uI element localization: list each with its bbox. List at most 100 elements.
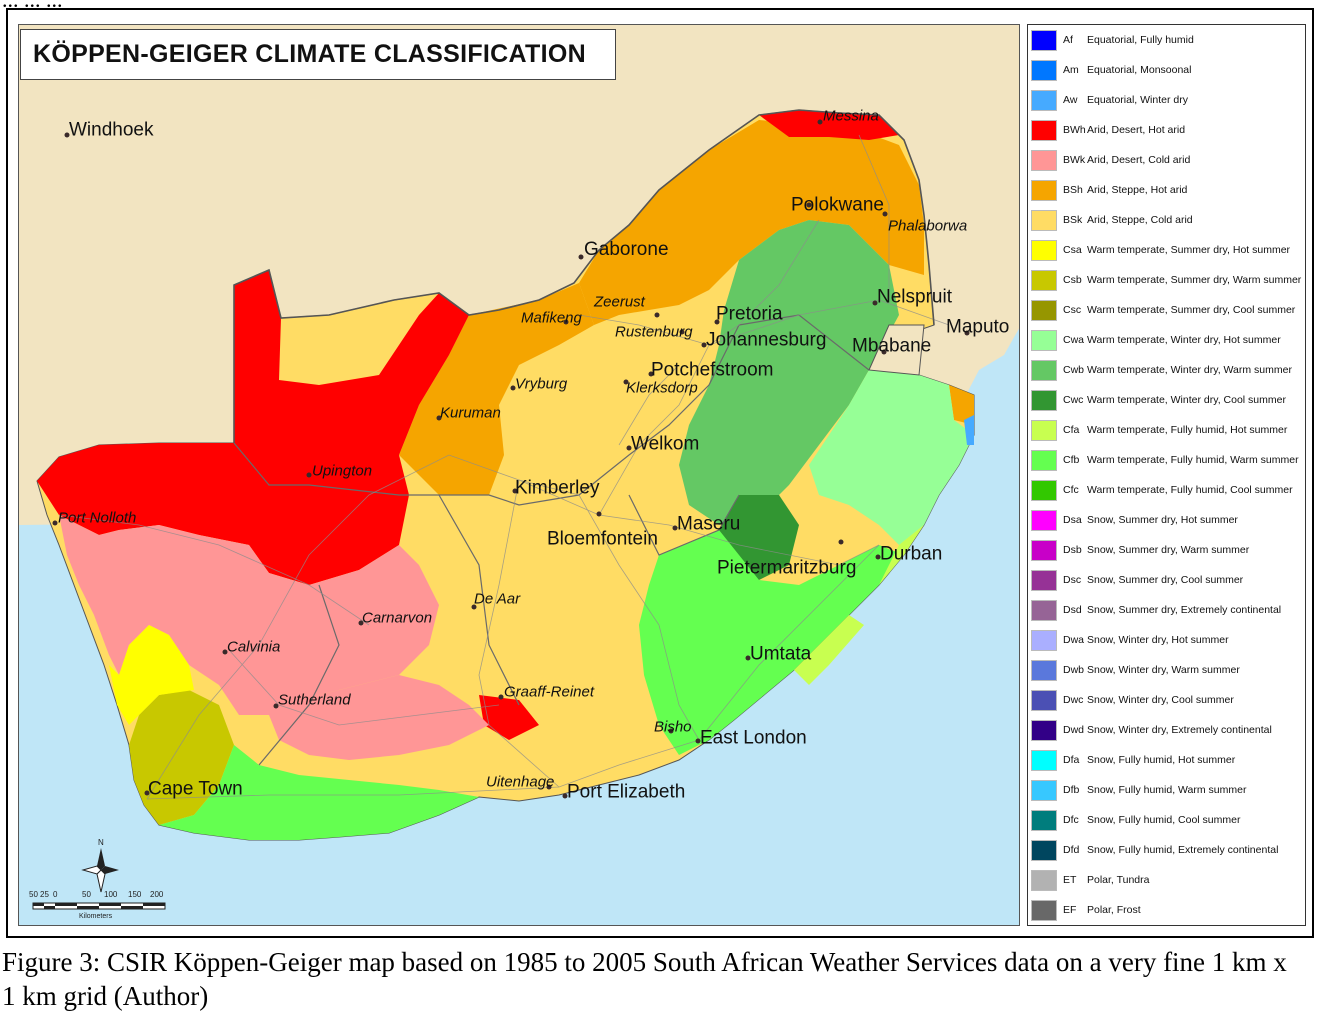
city-label-calvinia: Calvinia — [227, 639, 280, 656]
scale-tick-label: 150 — [128, 890, 142, 899]
legend-description: Warm temperate, Summer dry, Hot summer — [1087, 244, 1291, 256]
city-label-klerksdorp: Klerksdorp — [626, 380, 698, 397]
legend-item-bsk: BSk Arid, Steppe, Cold arid — [1031, 209, 1303, 231]
city-label-carnarvon: Carnarvon — [362, 610, 432, 627]
city-label-durban: Durban — [880, 543, 942, 564]
national-border — [233, 109, 935, 443]
legend: Af Equatorial, Fully humid Am Equatorial, M… — [1027, 24, 1306, 926]
scale-tick-label: 50 — [82, 890, 91, 899]
region-cwb — [679, 220, 899, 525]
legend-item-am: Am Equatorial, Monsoonal — [1031, 59, 1303, 81]
legend-item-dsd: Dsd Snow, Summer dry, Extremely continent… — [1031, 599, 1303, 621]
city-label-sutherland: Sutherland — [278, 692, 351, 709]
legend-swatch — [1031, 899, 1057, 921]
region-bsh-east — [949, 385, 974, 425]
legend-code: Cfa — [1063, 424, 1080, 436]
legend-code: Cwc — [1063, 394, 1084, 406]
region-cfb-south-coast — [159, 745, 479, 840]
legend-item-cwb: Cwb Warm temperate, Winter dry, Warm summ… — [1031, 359, 1303, 381]
city-label-mbabane: Mbabane — [852, 335, 931, 356]
legend-swatch — [1031, 209, 1057, 231]
city-label-potchefstroom: Potchefstroom — [651, 359, 774, 380]
legend-description: Snow, Summer dry, Extremely continental — [1087, 604, 1282, 616]
legend-code: Csa — [1063, 244, 1082, 256]
scale-bar: 50 25 0 50 100 150 200 Kilometers — [29, 890, 166, 920]
legend-description: Equatorial, Monsoonal — [1087, 64, 1192, 76]
legend-description: Warm temperate, Fully humid, Warm summer — [1087, 454, 1299, 466]
legend-description: Snow, Winter dry, Cool summer — [1087, 694, 1234, 706]
legend-description: Snow, Summer dry, Hot summer — [1087, 514, 1238, 526]
city-label-rustenburg: Rustenburg — [615, 324, 693, 341]
city-label-upington: Upington — [312, 463, 372, 480]
legend-item-cwc: Cwc Warm temperate, Winter dry, Cool summ… — [1031, 389, 1303, 411]
city-label-mafikeng: Mafikeng — [521, 310, 583, 327]
legend-swatch — [1031, 779, 1057, 801]
legend-swatch — [1031, 659, 1057, 681]
legend-swatch — [1031, 449, 1057, 471]
legend-swatch — [1031, 389, 1057, 411]
legend-swatch — [1031, 719, 1057, 741]
legend-item-dfb: Dfb Snow, Fully humid, Warm summer — [1031, 779, 1303, 801]
legend-code: Cwb — [1063, 364, 1085, 376]
legend-item-csc: Csc Warm temperate, Summer dry, Cool summ… — [1031, 299, 1303, 321]
legend-swatch — [1031, 329, 1057, 351]
legend-code: Csc — [1063, 304, 1082, 316]
legend-description: Arid, Desert, Hot arid — [1087, 124, 1186, 136]
legend-swatch — [1031, 239, 1057, 261]
region-bwk-karoo — [269, 675, 489, 760]
climate-map: Windhoek Messina Polokwane Phalaborwa Gaboro… — [18, 24, 1020, 926]
legend-swatch — [1031, 419, 1057, 441]
legend-code: Dwb — [1063, 664, 1085, 676]
legend-item-cfc: Cfc Warm temperate, Fully humid, Cool sum… — [1031, 479, 1303, 501]
legend-code: BSk — [1063, 214, 1083, 226]
legend-swatch — [1031, 869, 1057, 891]
legend-swatch — [1031, 479, 1057, 501]
legend-code: Dsc — [1063, 574, 1082, 586]
city-label-kuruman: Kuruman — [440, 405, 501, 422]
legend-item-csb: Csb Warm temperate, Summer dry, Warm summ… — [1031, 269, 1303, 291]
legend-description: Polar, Frost — [1087, 904, 1141, 916]
city-label-graaff-reinet: Graaff-Reinet — [504, 684, 595, 701]
legend-description: Warm temperate, Winter dry, Warm summer — [1087, 364, 1292, 376]
city-label-gaborone: Gaborone — [584, 239, 669, 260]
legend-code: BSh — [1063, 184, 1083, 196]
legend-item-et: ET Polar, Tundra — [1031, 869, 1303, 891]
legend-swatch — [1031, 839, 1057, 861]
legend-description: Equatorial, Fully humid — [1087, 34, 1194, 46]
legend-description: Snow, Summer dry, Warm summer — [1087, 544, 1250, 556]
legend-item-aw: Aw Equatorial, Winter dry — [1031, 89, 1303, 111]
legend-item-bwk: BWk Arid, Desert, Cold arid — [1031, 149, 1303, 171]
legend-item-af: Af Equatorial, Fully humid — [1031, 29, 1303, 51]
region-bsh-west — [399, 283, 594, 495]
legend-swatch — [1031, 149, 1057, 171]
legend-swatch — [1031, 629, 1057, 651]
legend-code: Dwd — [1063, 724, 1085, 736]
legend-description: Snow, Winter dry, Hot summer — [1087, 634, 1229, 646]
legend-description: Warm temperate, Fully humid, Hot summer — [1087, 424, 1288, 436]
legend-code: Cfc — [1063, 484, 1079, 496]
legend-description: Arid, Steppe, Cold arid — [1087, 214, 1193, 226]
legend-swatch — [1031, 569, 1057, 591]
legend-description: Warm temperate, Fully humid, Cool summer — [1087, 484, 1293, 496]
legend-description: Snow, Fully humid, Extremely continental — [1087, 844, 1279, 856]
legend-code: EF — [1063, 904, 1077, 916]
region-bsh-north — [579, 120, 924, 325]
legend-code: Dsb — [1063, 544, 1082, 556]
legend-swatch — [1031, 809, 1057, 831]
legend-swatch — [1031, 179, 1057, 201]
region-bwh — [37, 270, 469, 585]
scale-tick-label: 200 — [150, 890, 164, 899]
legend-code: Dwc — [1063, 694, 1084, 706]
city-label-windhoek: Windhoek — [69, 120, 154, 141]
previous-line-text-fragment: ... ... ... — [0, 0, 1322, 8]
legend-swatch — [1031, 689, 1057, 711]
city-label-bisho: Bisho — [654, 719, 692, 736]
legend-item-dfa: Dfa Snow, Fully humid, Hot summer — [1031, 749, 1303, 771]
map-title: KÖPPEN-GEIGER CLIMATE CLASSIFICATION — [20, 29, 616, 80]
legend-description: Polar, Tundra — [1087, 874, 1150, 886]
legend-item-dfc: Dfc Snow, Fully humid, Cool summer — [1031, 809, 1303, 831]
city-label-nelspruit: Nelspruit — [877, 286, 953, 307]
legend-description: Snow, Fully humid, Cool summer — [1087, 814, 1241, 826]
legend-code: Dfb — [1063, 784, 1080, 796]
